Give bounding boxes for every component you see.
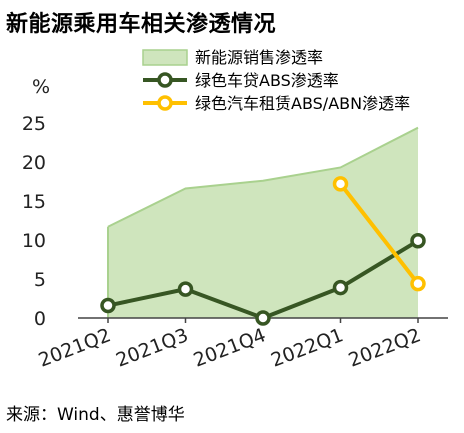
data-point-2: [332, 176, 349, 192]
x-tick-label: 2022Q1: [268, 324, 346, 372]
data-point-2: [410, 275, 426, 292]
area-fill-0: [108, 127, 418, 319]
legend-swatch: [142, 49, 188, 66]
y-tick-label: 15: [22, 191, 46, 213]
y-tick-label: 20: [22, 152, 46, 174]
y-tick-label: 5: [34, 269, 46, 291]
legend-marker: [157, 72, 173, 88]
data-point-1: [332, 279, 349, 296]
series-line-2: [338, 182, 420, 285]
data-point-1: [177, 281, 194, 297]
source-note: 来源：Wind、惠誉博华: [6, 405, 185, 425]
y-axis: 0 5 10 15 20 25: [22, 113, 46, 330]
x-tick-label: 2022Q2: [346, 324, 424, 372]
x-tick-label: 2021Q3: [113, 324, 191, 372]
chart-title: 新能源乘用车相关渗透情况: [6, 12, 277, 37]
x-axis: 2021Q2 2021Q3 2021Q4 2022Q1 2022Q2: [36, 318, 424, 372]
y-tick-label: 10: [22, 230, 46, 252]
lines-layer: [100, 176, 426, 326]
data-point-1: [255, 310, 271, 326]
x-tick-label: 2021Q4: [191, 324, 269, 372]
y-tick-label: 0: [34, 308, 46, 330]
legend-label: 绿色汽车租赁ABS/ABN渗透率: [195, 94, 410, 113]
legend-label: 新能源销售渗透率: [195, 48, 323, 67]
area-layer: [107, 126, 419, 319]
legend-marker: [157, 95, 173, 111]
data-point-1: [410, 233, 426, 249]
legend-label: 绿色车贷ABS渗透率: [195, 71, 339, 90]
y-tick-label: 25: [22, 113, 46, 135]
data-point-1: [100, 297, 116, 314]
area-edge-0: [107, 126, 419, 228]
y-axis-unit: %: [32, 76, 50, 98]
x-tick-label: 2021Q2: [36, 324, 114, 372]
